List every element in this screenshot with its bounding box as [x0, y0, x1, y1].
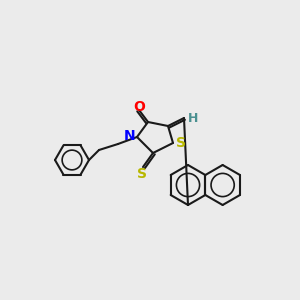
Text: S: S [137, 167, 147, 181]
Text: H: H [188, 112, 198, 124]
Text: O: O [133, 100, 145, 114]
Text: N: N [124, 129, 136, 143]
Text: S: S [176, 136, 186, 150]
